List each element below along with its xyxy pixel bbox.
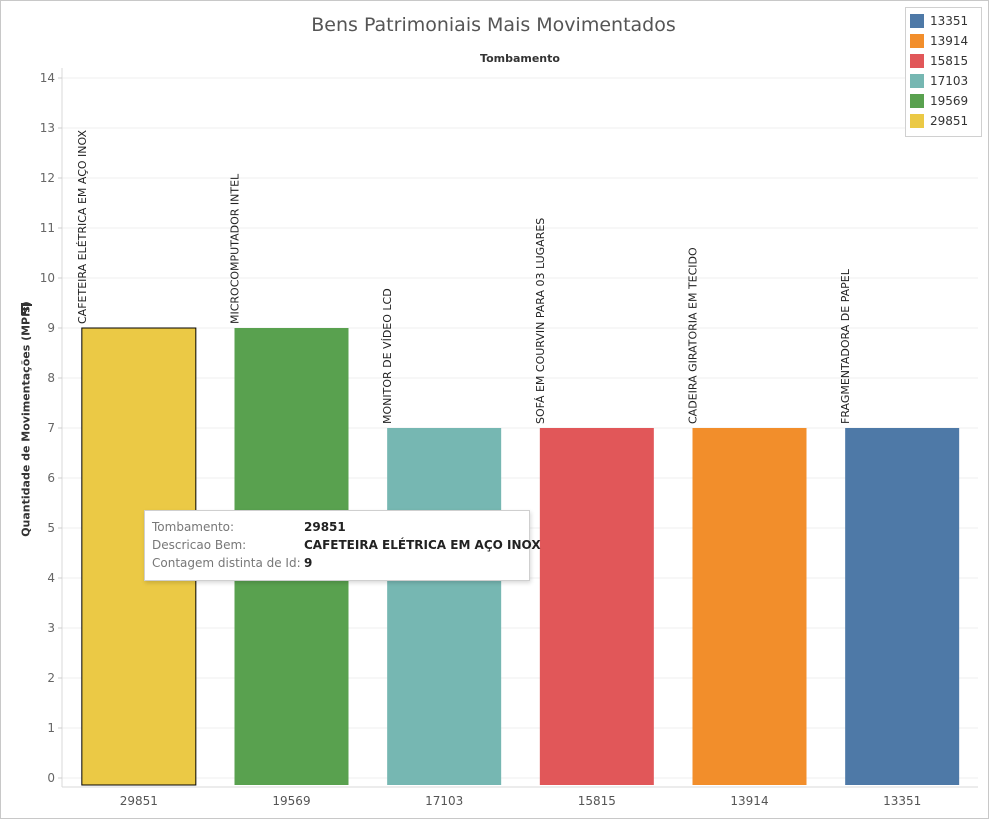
legend-swatch <box>910 74 924 88</box>
tooltip-value: 29851 <box>304 520 346 534</box>
bar-13914[interactable] <box>692 428 807 785</box>
x-category-label: 13914 <box>730 794 768 808</box>
y-tick-label: 8 <box>47 371 55 385</box>
legend-swatch <box>910 54 924 68</box>
legend-label: 15815 <box>930 54 969 68</box>
bar-13351[interactable] <box>845 428 960 785</box>
legend-item-13351[interactable]: 13351 <box>910 13 980 29</box>
sort-icon-bar-2 <box>22 308 29 310</box>
sort-icon-bar-1 <box>22 304 32 306</box>
legend-swatch <box>910 114 924 128</box>
x-category-label: 17103 <box>425 794 463 808</box>
legend-item-15815[interactable]: 15815 <box>910 53 980 69</box>
bar-15815[interactable] <box>539 428 654 785</box>
legend-swatch <box>910 34 924 48</box>
legend-label: 17103 <box>930 74 969 88</box>
y-tick-label: 3 <box>47 621 55 635</box>
x-category-label: 19569 <box>272 794 310 808</box>
color-legend[interactable]: 13351 13914 15815 17103 19569 29851 <box>905 7 982 137</box>
tooltip-row-contagem: Contagem distinta de Id: 9 <box>152 554 522 572</box>
y-tick-label: 13 <box>40 121 55 135</box>
legend-item-19569[interactable]: 19569 <box>910 93 980 109</box>
y-tick-label: 0 <box>47 771 55 785</box>
tooltip-key: Contagem distinta de Id: <box>152 556 301 570</box>
x-axis: 29851 19569 17103 15815 13914 13351 <box>120 794 922 808</box>
sort-icon-bar-3 <box>22 312 26 314</box>
legend-item-13914[interactable]: 13914 <box>910 33 980 49</box>
legend-item-17103[interactable]: 17103 <box>910 73 980 89</box>
bar-description-label: FRAGMENTADORA DE PAPEL <box>839 268 852 424</box>
x-category-label: 13351 <box>883 794 921 808</box>
sort-descending-icon[interactable] <box>20 303 32 315</box>
y-tick-label: 11 <box>40 221 55 235</box>
bar-description-label: CADEIRA GIRATORIA EM TECIDO <box>687 247 700 424</box>
legend-swatch <box>910 14 924 28</box>
x-category-label: 15815 <box>578 794 616 808</box>
tooltip-key: Descricao Bem: <box>152 538 247 552</box>
tooltip: Tombamento: 29851 Descricao Bem: CAFETEI… <box>144 510 541 581</box>
tooltip-value: 9 <box>304 556 313 570</box>
tooltip-row-tombamento: Tombamento: 29851 <box>152 518 522 536</box>
legend-label: 13914 <box>930 34 969 48</box>
y-tick-label: 5 <box>47 521 55 535</box>
bar-labels-layer: CAFETEIRA ELÉTRICA EM AÇO INOX MICROCOMPU… <box>76 130 852 424</box>
legend-label: 19569 <box>930 94 969 108</box>
y-tick-label: 7 <box>47 421 55 435</box>
chart-title: Bens Patrimoniais Mais Movimentados <box>311 14 676 36</box>
legend-label: 13351 <box>930 14 969 28</box>
y-tick-label: 9 <box>47 321 55 335</box>
bar-description-label: SOFÁ EM COURVIN PARA 03 LUGARES <box>534 218 547 424</box>
bar-17103[interactable] <box>387 428 502 785</box>
y-tick-label: 10 <box>40 271 55 285</box>
legend-swatch <box>910 94 924 108</box>
tooltip-key: Tombamento: <box>152 520 235 534</box>
y-tick-label: 12 <box>40 171 55 185</box>
legend-label: 29851 <box>930 114 969 128</box>
x-category-label: 29851 <box>120 794 158 808</box>
bar-description-label: MICROCOMPUTADOR INTEL <box>229 173 242 324</box>
y-tick-label: 6 <box>47 471 55 485</box>
legend-item-29851[interactable]: 29851 <box>910 113 980 129</box>
y-tick-label: 1 <box>47 721 55 735</box>
bar-description-label: MONITOR DE VÍDEO LCD <box>381 288 394 424</box>
y-tick-label: 2 <box>47 671 55 685</box>
tooltip-value: CAFETEIRA ELÉTRICA EM AÇO INOX <box>304 538 541 552</box>
bar-description-label: CAFETEIRA ELÉTRICA EM AÇO INOX <box>76 130 89 324</box>
y-tick-label: 4 <box>47 571 55 585</box>
x-axis-header[interactable]: Tombamento <box>480 52 560 65</box>
tooltip-row-descricao: Descricao Bem: CAFETEIRA ELÉTRICA EM AÇO… <box>152 536 541 554</box>
grid-layer <box>62 77 978 779</box>
y-tick-label: 14 <box>40 71 55 85</box>
